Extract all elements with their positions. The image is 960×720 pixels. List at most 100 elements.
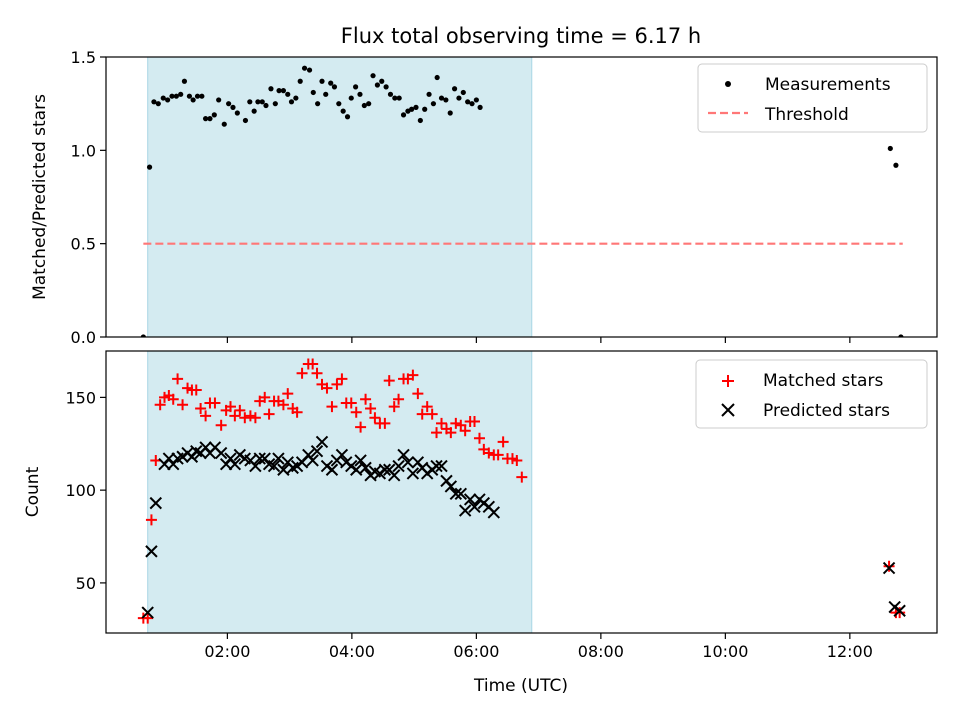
- measurements-point: [255, 99, 261, 105]
- matched-stars-point: [234, 404, 246, 416]
- measurements-point: [417, 117, 423, 124]
- measurements-point: [199, 93, 205, 99]
- measurements-point: [151, 99, 157, 105]
- measurements-point: [383, 84, 389, 90]
- measurements-point: [328, 80, 334, 86]
- predicted-stars-point: [401, 456, 415, 469]
- matched-stars-point: [407, 369, 419, 381]
- measurements-point: [285, 91, 291, 97]
- measurements-point: [336, 101, 342, 107]
- matched-stars-point: [244, 410, 256, 422]
- predicted-stars-point: [277, 463, 290, 476]
- matched-stars-point: [360, 393, 372, 405]
- measurements-point: [374, 82, 380, 88]
- matched-stars-point: [177, 399, 189, 411]
- matched-stars-point: [145, 514, 157, 526]
- measurements-point: [451, 86, 458, 92]
- matched-stars-point: [167, 393, 179, 405]
- measurements-point: [353, 84, 359, 90]
- measurements-point: [160, 95, 166, 101]
- measurements-point: [306, 67, 313, 73]
- measurements-point: [146, 164, 153, 170]
- predicted-stars-point: [249, 459, 262, 473]
- predicted-stars-point: [392, 459, 405, 473]
- predicted-stars-point: [430, 459, 443, 473]
- measurements-point: [186, 93, 193, 99]
- matched-stars-point: [321, 382, 333, 394]
- matched-stars-point: [516, 471, 528, 483]
- measurements-point: [268, 86, 274, 92]
- matched-stars-point: [200, 410, 212, 422]
- predicted-stars-point: [325, 463, 339, 476]
- predicted-stars-point: [454, 487, 468, 501]
- predicted-stars-point: [449, 487, 463, 501]
- legend-matched-label: Matched stars: [763, 371, 883, 391]
- matched-stars-point: [172, 373, 184, 385]
- measurements-point: [194, 93, 201, 99]
- matched-stars-point: [224, 401, 236, 413]
- predicted-stars-point: [359, 461, 372, 475]
- matched-stars-point: [229, 410, 241, 422]
- matched-stars-point: [282, 388, 294, 400]
- bottom-highlight-span: [147, 351, 533, 633]
- legend-threshold-label: Threshold: [764, 105, 849, 125]
- top-y-axis-label: Matched/Predicted stars: [30, 94, 50, 300]
- predicted-stars-point: [306, 454, 319, 467]
- bottom-x-ticks: 02:00 04:00 06:00 08:00 10:00 12:00: [204, 633, 873, 661]
- measurements-point: [315, 101, 321, 107]
- measurements-point: [426, 91, 432, 97]
- predicted-stars-point: [228, 457, 242, 471]
- measurements-point: [379, 78, 385, 84]
- bottom-y-ticks: 50 100 150: [65, 388, 106, 593]
- matched-stars-point: [190, 384, 202, 396]
- matched-stars-point: [492, 449, 504, 461]
- measurements-point: [396, 95, 402, 101]
- predicted-stars-point: [214, 446, 228, 460]
- matched-stars-point: [263, 408, 275, 420]
- measurements-point: [357, 91, 363, 97]
- legend-matched-marker: [722, 375, 734, 387]
- top-axes-frame: [105, 56, 938, 338]
- measurements-point: [344, 114, 351, 120]
- predicted-stars-point: [350, 463, 363, 476]
- top-y-tick-label: 0.5: [71, 235, 96, 254]
- measurements-point: [169, 93, 175, 99]
- bottom-legend-frame: [695, 359, 928, 429]
- measurements-point: [456, 95, 462, 101]
- measurements-point: [319, 78, 325, 84]
- x-tick-label: 06:00: [453, 642, 499, 661]
- measurements-point: [348, 95, 354, 101]
- bottom-y-tick-label: 150: [65, 388, 96, 407]
- measurements-point: [272, 101, 278, 107]
- measurements-point: [301, 65, 308, 71]
- matched-stars-point: [431, 427, 443, 439]
- predicted-stars-point: [444, 480, 458, 493]
- matched-stars-point: [445, 427, 457, 439]
- measurements-point: [155, 101, 161, 107]
- matched-stars-point: [239, 412, 251, 424]
- measurements-point: [211, 112, 217, 118]
- bottom-panel: 02:00 04:00 06:00 08:00 10:00 12:00 50100150 …: [23, 350, 938, 696]
- predicted-stars-point: [378, 463, 392, 476]
- matched-stars-point: [511, 454, 523, 466]
- top-y-tick-label: 0.0: [71, 328, 96, 347]
- matched-stars-point: [450, 417, 462, 429]
- predicted-stars-point: [406, 467, 420, 480]
- measurements-point: [473, 97, 479, 103]
- top-points-layer: [140, 65, 904, 337]
- x-tick-label: 02:00: [204, 642, 250, 661]
- top-panel: 0.0 0.5 1.0 1.5 Matched/Predicted stars Mea…: [30, 48, 938, 347]
- legend-measurements-marker: [725, 81, 731, 87]
- measurements-point: [323, 91, 329, 97]
- measurements-point: [293, 95, 299, 101]
- measurements-point: [366, 101, 372, 107]
- matched-stars-point: [416, 408, 428, 420]
- measurements-point: [443, 97, 449, 103]
- matched-stars-point: [154, 399, 166, 411]
- matched-stars-point: [331, 378, 343, 390]
- predicted-stars-point: [397, 448, 410, 462]
- matched-stars-point: [383, 375, 395, 387]
- measurements-point: [173, 93, 179, 99]
- predicted-stars-point: [141, 606, 154, 619]
